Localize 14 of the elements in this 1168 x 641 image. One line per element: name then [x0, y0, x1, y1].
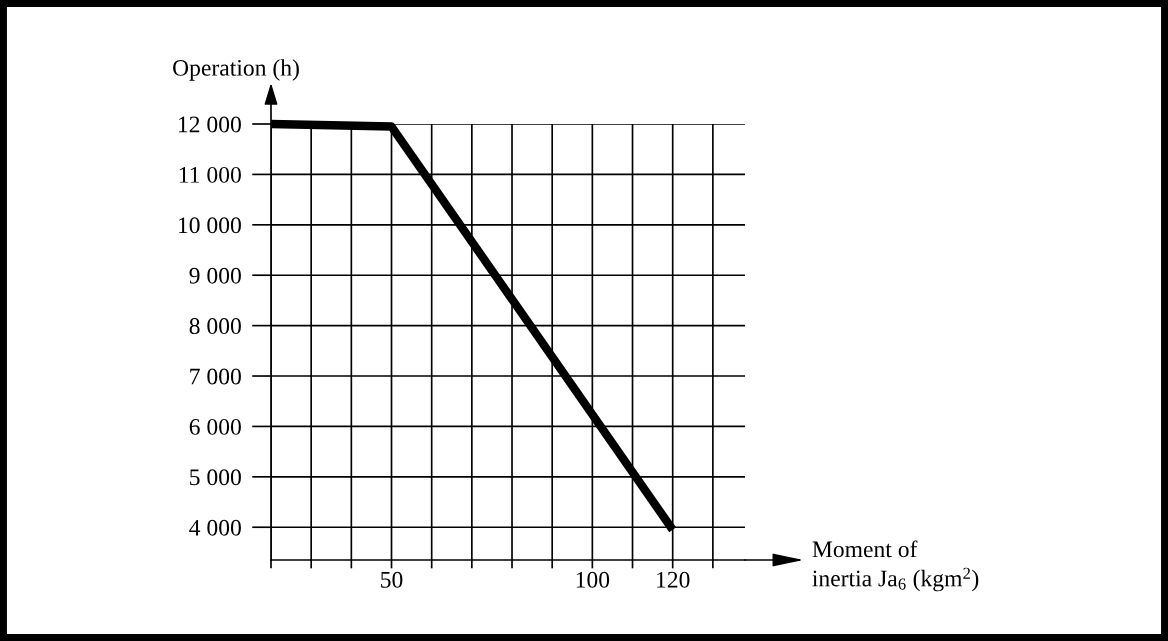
- x-axis-title: Moment of inertia Ja$_{6}$ (kgm$^{2}$): [812, 540, 979, 592]
- y-tick-label: 11 000: [179, 166, 241, 183]
- y-tick-label: 6 000: [189, 418, 241, 435]
- x-tick-label: 100: [576, 571, 610, 588]
- y-tick-label: 4 000: [189, 519, 241, 536]
- y-axis-title: Operation (h): [173, 59, 299, 81]
- y-tick-label: 10 000: [178, 217, 241, 234]
- x-tick-label: 50: [381, 571, 403, 588]
- y-tick-label: 12 000: [178, 116, 241, 133]
- y-tick-label: 7 000: [190, 368, 241, 385]
- y-tick-label: 8 000: [189, 318, 241, 335]
- y-tick-label: 5 000: [190, 469, 241, 486]
- y-tick-label: 9 000: [189, 267, 241, 284]
- x-tick-label: 120: [657, 571, 690, 588]
